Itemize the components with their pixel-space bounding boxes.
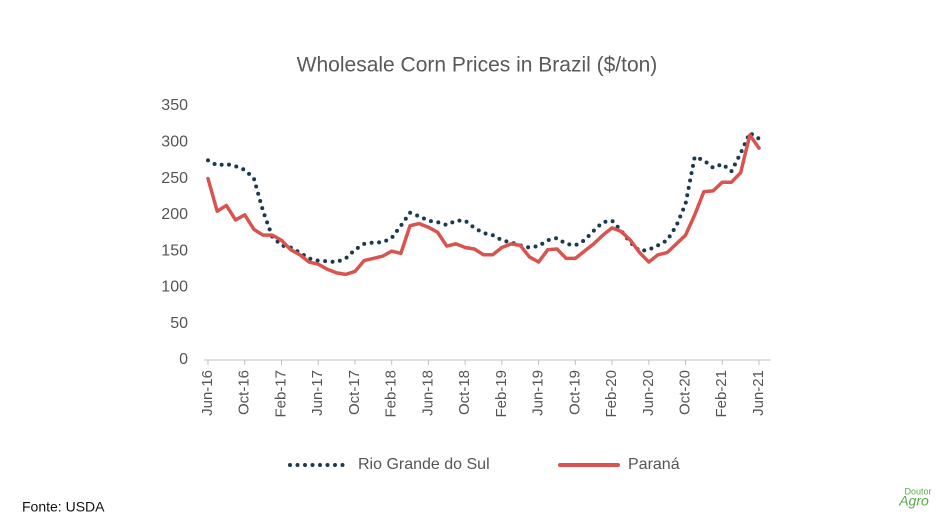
x-tick-label: Feb-18	[383, 370, 400, 418]
x-tick-label: Oct-17	[346, 370, 363, 415]
x-tick-label: Jun-17	[309, 370, 326, 416]
x-tick-label: Jun-19	[530, 370, 547, 416]
y-tick-label: 100	[161, 279, 188, 296]
x-tick-label: Feb-21	[713, 370, 730, 418]
logo-top: Doutor	[904, 486, 931, 496]
logo-bottom: Agro	[898, 493, 929, 509]
y-tick-label: 350	[161, 97, 188, 114]
x-tick-label: Jun-18	[419, 370, 436, 416]
x-tick-label: Jun-21	[750, 370, 767, 416]
y-tick-label: 50	[170, 315, 188, 332]
legend-label: Rio Grande do Sul	[358, 456, 490, 473]
x-tick-label: Feb-19	[493, 370, 510, 418]
y-tick-label: 300	[161, 134, 188, 151]
x-tick-label: Feb-20	[603, 370, 620, 418]
source-note: Fonte: USDA	[22, 499, 105, 515]
x-tick-label: Oct-19	[566, 370, 583, 415]
y-tick-label: 0	[179, 351, 188, 368]
x-tick-label: Oct-20	[677, 370, 694, 415]
y-tick-label: 200	[161, 206, 188, 223]
y-tick-label: 250	[161, 170, 188, 187]
y-tick-label: 150	[161, 242, 188, 259]
x-tick-label: Jun-16	[199, 370, 216, 416]
legend-label: Paraná	[628, 456, 680, 473]
x-tick-label: Oct-16	[236, 370, 253, 415]
x-tick-label: Feb-17	[272, 370, 289, 418]
x-tick-label: Oct-18	[456, 370, 473, 415]
x-tick-label: Jun-20	[640, 370, 657, 416]
series-line	[206, 133, 761, 277]
chart-title: Wholesale Corn Prices in Brazil ($/ton)	[297, 54, 658, 77]
